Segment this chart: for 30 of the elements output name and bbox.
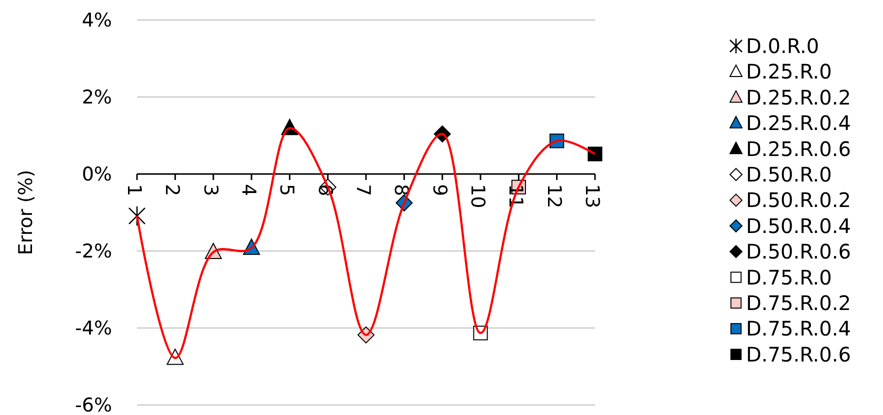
y-tick-label: 4% <box>82 10 112 32</box>
x-tick-label: 4 <box>238 184 260 196</box>
legend-label: D.50.R.0 <box>746 162 832 186</box>
legend-label: D.50.R.0.6 <box>746 240 851 264</box>
y-tick-label: 2% <box>82 86 112 109</box>
legend-label: D.25.R.0.2 <box>746 85 851 110</box>
y-tick-label: -2% <box>75 240 112 263</box>
x-tick-label: 10 <box>466 184 488 208</box>
x-tick-label: 3 <box>199 184 222 196</box>
x-tick-label: 12 <box>542 184 565 208</box>
legend-label: D.0.R.0 <box>746 34 820 58</box>
legend-label: D.75.R.0.2 <box>746 291 851 315</box>
legend-label: D.50.R.0.2 <box>746 188 851 212</box>
x-tick-label: 5 <box>276 184 298 196</box>
legend-label: D.50.R.0.4 <box>746 214 851 238</box>
x-tick-label: 2 <box>161 184 184 196</box>
legend-label: D.75.R.0.6 <box>746 342 851 366</box>
x-tick-label: 13 <box>581 184 603 208</box>
x-tick-label: 7 <box>352 184 374 196</box>
y-tick-label: -6% <box>75 394 112 415</box>
y-tick-label: -4% <box>75 318 112 340</box>
y-axis-title: Error (%) <box>15 170 37 256</box>
x-tick-label: 1 <box>123 184 145 196</box>
legend-label: D.25.R.0.6 <box>746 136 851 161</box>
x-tick-label: 9 <box>428 184 450 196</box>
legend-label: D.25.R.0.4 <box>746 111 851 136</box>
legend-label: D.75.R.0 <box>746 265 832 290</box>
legend-label: D.75.R.0.4 <box>746 316 851 341</box>
legend-label: D.25.R.0 <box>746 60 832 84</box>
y-tick-label: 0% <box>82 164 112 186</box>
